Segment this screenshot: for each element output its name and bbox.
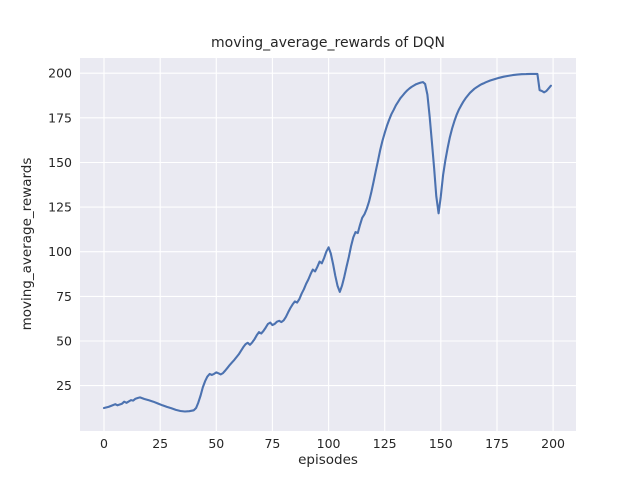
y-tick-label: 75 xyxy=(56,289,72,304)
y-tick-label: 150 xyxy=(48,155,72,170)
plot-area xyxy=(80,58,576,431)
x-tick-label: 0 xyxy=(100,436,108,451)
x-tick-label: 125 xyxy=(373,436,397,451)
y-tick-label: 175 xyxy=(48,110,72,125)
x-tick-label: 175 xyxy=(485,436,509,451)
x-tick-label: 75 xyxy=(264,436,280,451)
y-tick-label: 50 xyxy=(56,334,72,349)
y-tick-label: 125 xyxy=(48,200,72,215)
x-tick-label: 150 xyxy=(429,436,453,451)
x-tick-label: 100 xyxy=(317,436,341,451)
y-tick-label: 100 xyxy=(48,244,72,259)
x-tick-label: 25 xyxy=(152,436,168,451)
data-line xyxy=(102,72,552,413)
x-tick-label: 200 xyxy=(541,436,565,451)
chart-title: moving_average_rewards of DQN xyxy=(211,35,445,51)
x-axis-label: episodes xyxy=(298,452,358,468)
y-tick-label: 200 xyxy=(48,66,72,81)
y-axis-label: moving_average_rewards xyxy=(19,157,35,331)
x-tick-label: 50 xyxy=(208,436,224,451)
y-tick-label: 25 xyxy=(56,378,72,393)
